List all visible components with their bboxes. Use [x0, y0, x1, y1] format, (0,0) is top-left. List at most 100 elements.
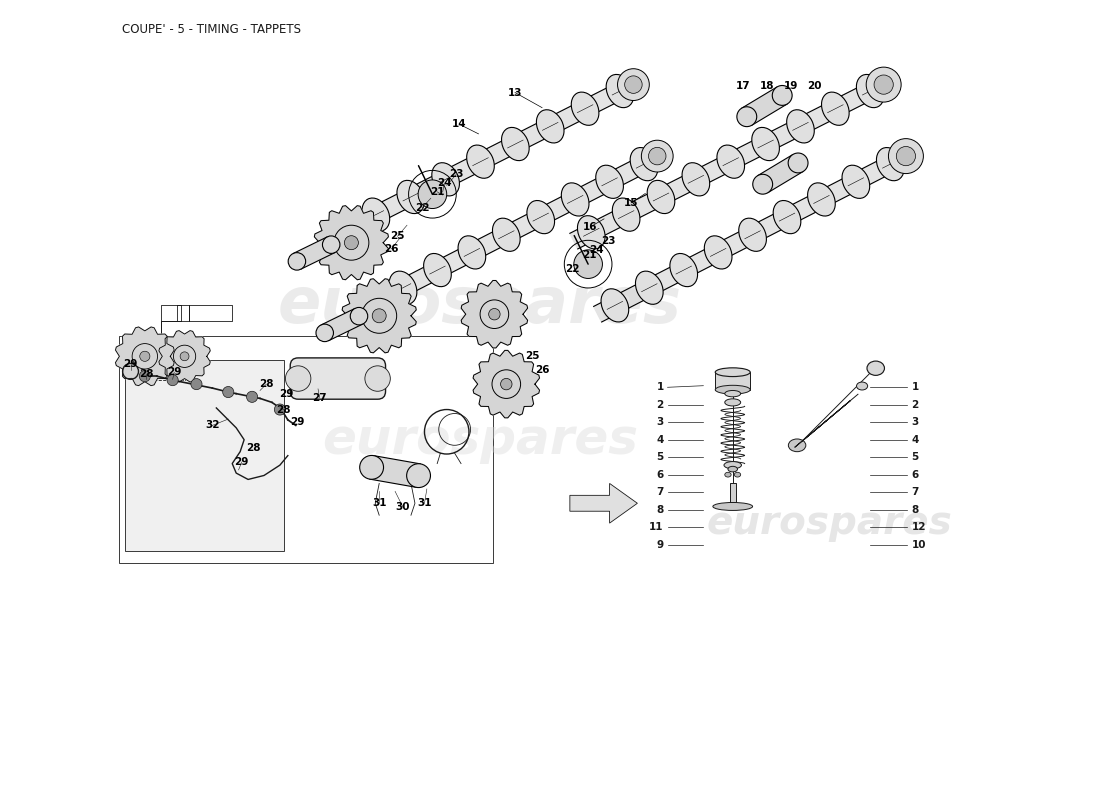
Circle shape — [140, 370, 151, 382]
Circle shape — [334, 226, 368, 260]
Ellipse shape — [822, 92, 849, 126]
Ellipse shape — [466, 145, 494, 178]
Text: 21: 21 — [583, 250, 597, 260]
Circle shape — [167, 374, 178, 386]
Ellipse shape — [704, 236, 732, 269]
Circle shape — [288, 253, 306, 270]
Text: 29: 29 — [290, 418, 305, 427]
Polygon shape — [370, 456, 420, 487]
Circle shape — [488, 309, 501, 320]
Text: 5: 5 — [912, 452, 918, 462]
Text: 32: 32 — [205, 421, 220, 430]
Text: 4: 4 — [912, 434, 918, 445]
Text: 29: 29 — [123, 359, 138, 370]
Text: eurospares: eurospares — [278, 274, 682, 336]
Circle shape — [480, 300, 508, 329]
Ellipse shape — [613, 198, 640, 231]
Text: 1: 1 — [912, 382, 918, 392]
Circle shape — [407, 464, 430, 487]
Circle shape — [174, 345, 196, 367]
Polygon shape — [158, 330, 210, 382]
Text: 26: 26 — [535, 365, 549, 375]
Ellipse shape — [636, 271, 663, 304]
Text: 28: 28 — [140, 369, 154, 378]
Polygon shape — [741, 87, 788, 126]
Ellipse shape — [877, 147, 904, 181]
Ellipse shape — [682, 162, 710, 196]
Ellipse shape — [606, 74, 634, 108]
Ellipse shape — [725, 472, 732, 477]
Text: 25: 25 — [526, 351, 540, 362]
Text: 15: 15 — [624, 198, 638, 208]
Ellipse shape — [432, 162, 460, 196]
Text: 28: 28 — [260, 379, 274, 389]
Text: 23: 23 — [449, 170, 463, 179]
Polygon shape — [570, 483, 637, 523]
Text: 13: 13 — [508, 87, 522, 98]
Ellipse shape — [724, 462, 741, 469]
Text: 22: 22 — [415, 202, 429, 213]
Ellipse shape — [327, 216, 355, 249]
Circle shape — [350, 307, 367, 325]
Circle shape — [617, 69, 649, 101]
Text: 2: 2 — [657, 400, 663, 410]
Circle shape — [649, 147, 666, 165]
Ellipse shape — [493, 218, 520, 251]
Circle shape — [492, 370, 520, 398]
Circle shape — [866, 67, 901, 102]
Circle shape — [418, 180, 447, 209]
Circle shape — [246, 391, 257, 402]
Ellipse shape — [502, 127, 529, 161]
Polygon shape — [320, 74, 641, 249]
Text: 29: 29 — [279, 389, 294, 398]
Text: 3: 3 — [912, 418, 918, 427]
Text: 31: 31 — [417, 498, 431, 508]
Circle shape — [625, 76, 642, 94]
Text: 29: 29 — [167, 367, 182, 377]
Circle shape — [500, 378, 512, 390]
Polygon shape — [594, 147, 912, 322]
Ellipse shape — [527, 201, 554, 234]
Ellipse shape — [596, 165, 624, 198]
Text: 5: 5 — [657, 452, 663, 462]
Ellipse shape — [717, 145, 745, 178]
FancyBboxPatch shape — [290, 358, 385, 399]
Ellipse shape — [458, 236, 486, 269]
Text: 28: 28 — [276, 405, 292, 414]
Text: 7: 7 — [657, 487, 663, 497]
Ellipse shape — [728, 466, 737, 472]
Text: 1: 1 — [657, 382, 663, 392]
Text: 6: 6 — [912, 470, 918, 480]
Ellipse shape — [715, 386, 750, 394]
Ellipse shape — [739, 218, 767, 251]
Text: 21: 21 — [430, 187, 444, 197]
Polygon shape — [315, 206, 388, 280]
Circle shape — [274, 404, 286, 415]
Polygon shape — [116, 327, 174, 386]
Bar — [715, 372, 750, 390]
Circle shape — [752, 174, 772, 194]
Circle shape — [365, 366, 390, 391]
Text: 28: 28 — [246, 442, 261, 453]
Text: 7: 7 — [912, 487, 918, 497]
Circle shape — [362, 298, 397, 334]
Text: 31: 31 — [372, 498, 386, 508]
Text: 22: 22 — [565, 264, 580, 274]
Ellipse shape — [670, 254, 697, 286]
Polygon shape — [293, 237, 336, 270]
Ellipse shape — [857, 382, 868, 390]
Circle shape — [372, 309, 386, 322]
Text: 6: 6 — [657, 470, 663, 480]
Circle shape — [132, 343, 157, 369]
Text: 24: 24 — [588, 245, 604, 255]
Ellipse shape — [789, 439, 806, 452]
Ellipse shape — [715, 368, 750, 377]
Circle shape — [360, 455, 384, 479]
Ellipse shape — [424, 254, 451, 286]
Ellipse shape — [578, 216, 605, 249]
Ellipse shape — [397, 180, 425, 214]
Text: 16: 16 — [583, 222, 597, 232]
Circle shape — [140, 351, 150, 362]
Text: 9: 9 — [657, 539, 663, 550]
Circle shape — [737, 106, 757, 126]
